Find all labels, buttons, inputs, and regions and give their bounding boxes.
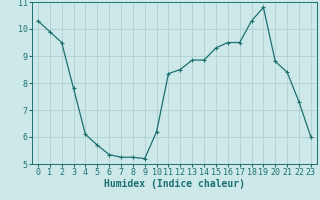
X-axis label: Humidex (Indice chaleur): Humidex (Indice chaleur) <box>104 179 245 189</box>
